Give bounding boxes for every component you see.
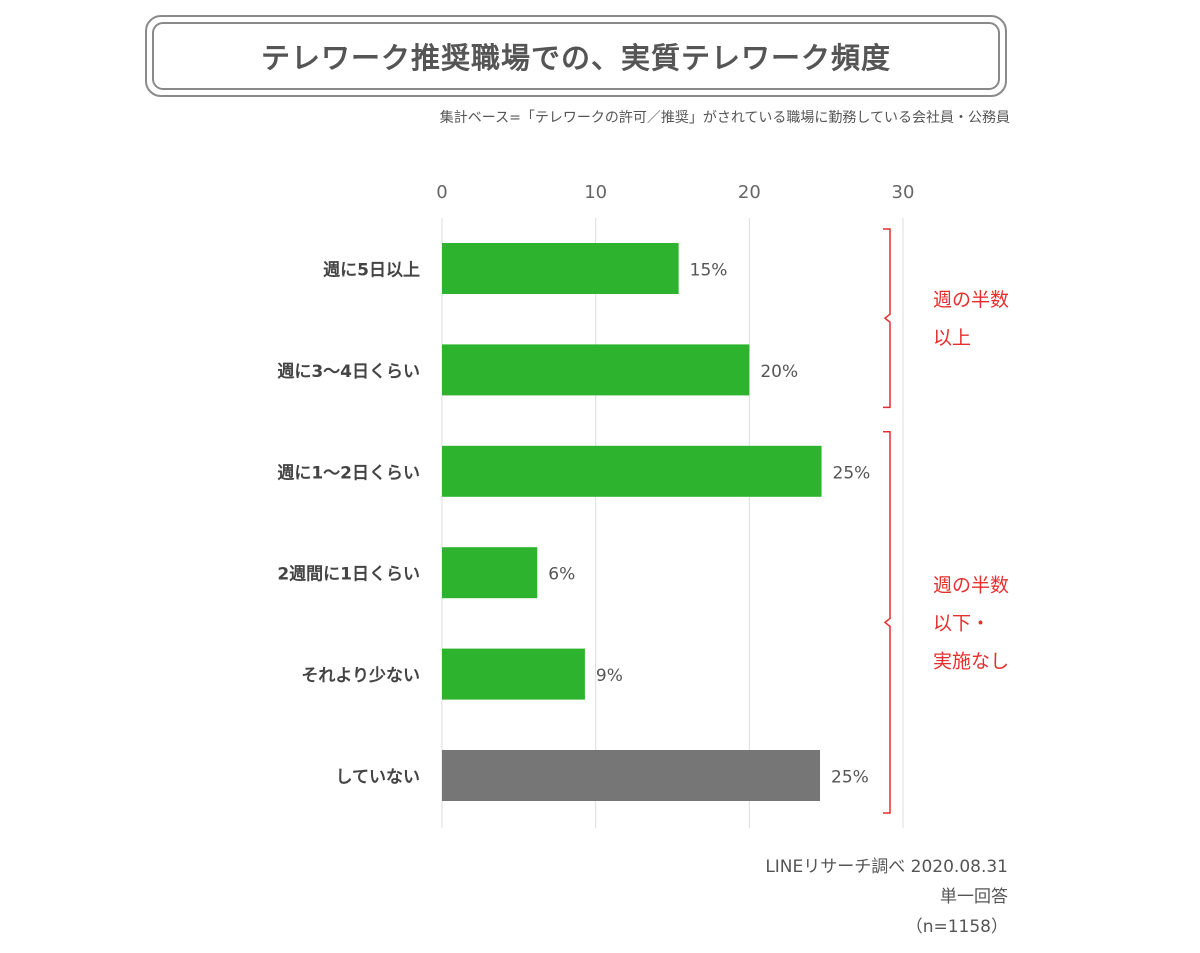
bracket-annotation: 以下・ xyxy=(933,612,990,634)
bracket-annotation: 以上 xyxy=(933,327,971,349)
bracket-1 xyxy=(883,228,891,409)
bracket-2 xyxy=(883,431,891,814)
value-label: 15% xyxy=(690,261,728,281)
value-label: 20% xyxy=(760,362,798,382)
category-label: 週に5日以上 xyxy=(323,261,420,281)
bracket-annotation: 週の半数 xyxy=(933,289,1009,311)
answer-type-note: 単一回答 xyxy=(940,887,1008,907)
value-label: 9% xyxy=(596,666,623,686)
title-frame: テレワーク推奨職場での、実質テレワーク頻度 xyxy=(152,22,1000,90)
category-label: 週に3〜4日くらい xyxy=(277,362,420,382)
category-label: 2週間に1日くらい xyxy=(277,565,420,585)
category-label: 週に1〜2日くらい xyxy=(277,463,420,483)
bar-2 xyxy=(442,344,750,396)
chart-subtitle: 集計ベース=「テレワークの許可／推奨」がされている職場に勤務している会社員・公務… xyxy=(439,110,1010,126)
source-note: LINEリサーチ調べ 2020.08.31 xyxy=(765,857,1008,877)
sample-size-note: （n=1158） xyxy=(905,917,1008,937)
bracket-annotation: 実施なし xyxy=(933,650,1009,672)
x-tick-label: 0 xyxy=(436,182,447,203)
bar-5 xyxy=(442,648,585,700)
category-label: していない xyxy=(336,768,421,788)
x-tick-label: 30 xyxy=(892,182,915,203)
value-label: 6% xyxy=(548,565,575,585)
footer: LINEリサーチ調べ 2020.08.31 単一回答 （n=1158） xyxy=(765,852,1008,942)
x-tick-label: 20 xyxy=(738,182,761,203)
title-box: テレワーク推奨職場での、実質テレワーク頻度 xyxy=(145,15,1007,97)
value-label: 25% xyxy=(831,768,869,788)
category-label: それより少ない xyxy=(301,666,420,686)
chart-title: テレワーク推奨職場での、実質テレワーク頻度 xyxy=(260,41,891,75)
bar-6 xyxy=(442,750,821,801)
bar-3 xyxy=(442,445,822,497)
bracket-annotation: 週の半数 xyxy=(933,574,1009,596)
x-tick-label: 10 xyxy=(584,182,607,203)
value-label: 25% xyxy=(833,463,871,483)
bar-4 xyxy=(442,547,538,599)
bar-1 xyxy=(442,243,679,294)
